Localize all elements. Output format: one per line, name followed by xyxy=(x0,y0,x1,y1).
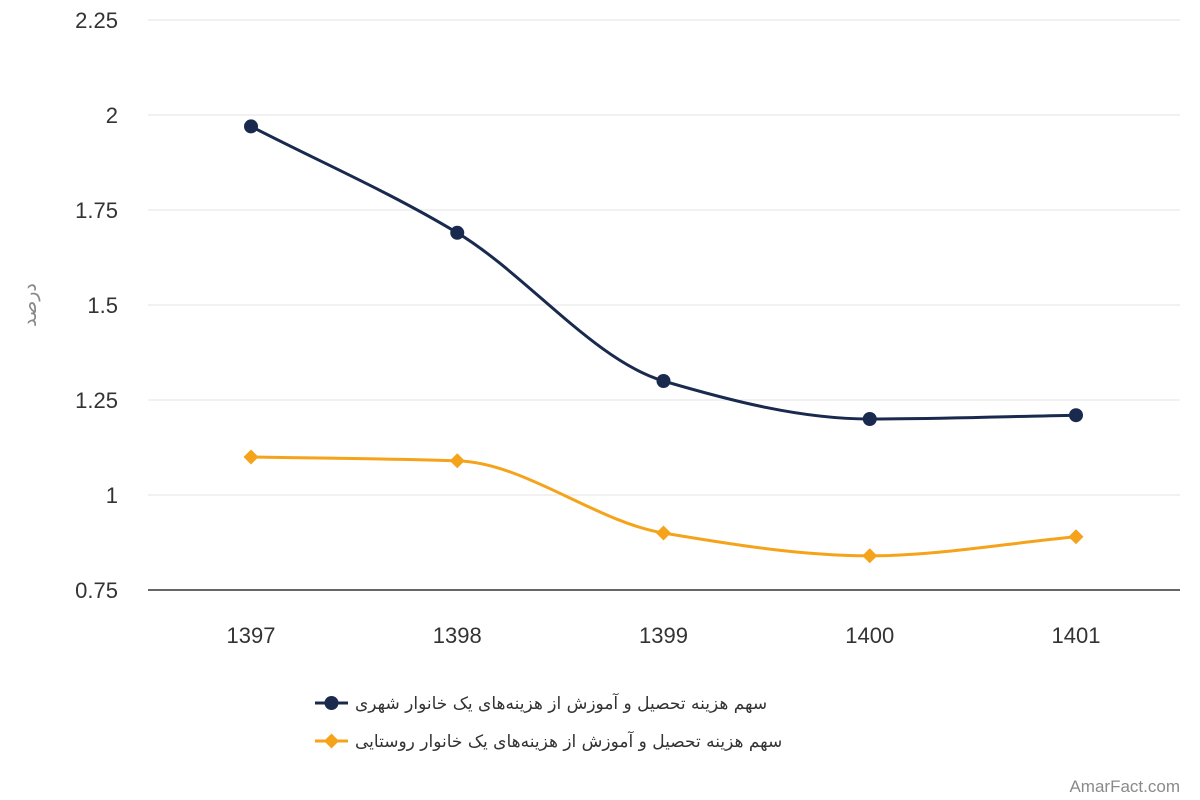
x-tick-label: 1400 xyxy=(845,623,894,648)
data-point xyxy=(244,119,258,134)
y-tick-label: 2.25 xyxy=(75,8,118,33)
x-axis-ticks: 1397 1398 1399 1400 1401 xyxy=(227,623,1101,648)
y-axis-ticks: 0.75 1 1.25 1.5 1.75 2 2.25 xyxy=(75,8,118,603)
x-tick-label: 1398 xyxy=(433,623,482,648)
legend: سهم هزینه تحصیل و آموزش از هزینه‌های یک … xyxy=(315,692,782,752)
y-tick-label: 2 xyxy=(106,103,118,128)
y-tick-label: 1 xyxy=(106,483,118,508)
y-tick-label: 0.75 xyxy=(75,578,118,603)
grid-lines xyxy=(148,19,1180,496)
series-group xyxy=(243,119,1084,564)
y-axis-label: درصد xyxy=(19,283,41,327)
legend-label: سهم هزینه تحصیل و آموزش از هزینه‌های یک … xyxy=(355,730,782,752)
data-point xyxy=(862,548,878,564)
y-tick-label: 1.5 xyxy=(87,293,118,318)
x-tick-label: 1399 xyxy=(639,623,688,648)
series-2 xyxy=(243,449,1084,564)
data-point xyxy=(450,225,465,240)
watermark-text: AmarFact.com xyxy=(1069,777,1180,796)
y-tick-label: 1.25 xyxy=(75,388,118,413)
data-point xyxy=(1068,529,1084,545)
data-point xyxy=(1069,408,1083,423)
legend-swatch-marker xyxy=(324,733,339,749)
y-tick-label: 1.75 xyxy=(75,198,118,223)
data-point xyxy=(656,374,671,388)
legend-item-1: سهم هزینه تحصیل و آموزش از هزینه‌های یک … xyxy=(315,692,767,714)
x-tick-label: 1397 xyxy=(227,623,276,648)
data-point xyxy=(243,449,259,465)
data-point xyxy=(862,412,877,426)
legend-swatch-marker xyxy=(324,696,339,710)
x-tick-label: 1401 xyxy=(1052,623,1101,648)
data-point xyxy=(656,525,671,541)
series-1 xyxy=(244,119,1083,426)
data-point xyxy=(449,453,465,469)
legend-item-2: سهم هزینه تحصیل و آموزش از هزینه‌های یک … xyxy=(315,730,782,752)
series-line xyxy=(250,455,1077,558)
legend-label: سهم هزینه تحصیل و آموزش از هزینه‌های یک … xyxy=(355,692,767,714)
